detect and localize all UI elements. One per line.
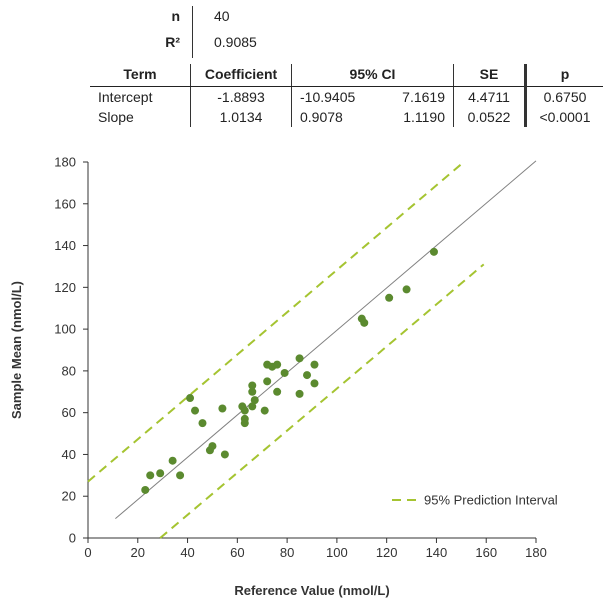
cell-term: Intercept — [98, 89, 153, 105]
cell-ci-low: 0.9078 — [291, 107, 381, 127]
data-point — [220, 450, 229, 459]
data-point — [176, 471, 185, 480]
x-tick-label: 80 — [280, 545, 294, 560]
n-value: 40 — [214, 8, 230, 24]
fit-line-group — [115, 160, 537, 520]
coefficient-table: Term Coefficient 95% CI SE p Intercept -… — [90, 64, 603, 127]
data-point — [280, 368, 289, 377]
scatter-chart: 0 20 40 60 80 100 120 140 160 180 0 20 40 60 80 100 120 1… — [9, 155, 558, 599]
y-tick-label: 100 — [54, 322, 76, 337]
header-p: p — [524, 64, 603, 87]
y-tick-label: 120 — [54, 280, 76, 295]
data-point — [295, 389, 304, 398]
data-point — [248, 387, 257, 396]
data-point — [186, 394, 195, 403]
x-tick-label: 120 — [376, 545, 398, 560]
cell-term: Slope — [98, 109, 134, 125]
y-tick-label: 160 — [54, 196, 76, 211]
data-point — [250, 396, 259, 405]
x-tick-label: 0 — [84, 545, 91, 560]
data-point — [156, 469, 165, 478]
cell-coef: 1.0134 — [190, 107, 292, 127]
data-point — [273, 360, 282, 369]
n-label: n — [171, 8, 180, 24]
data-point — [310, 379, 319, 388]
prediction-interval-lines — [87, 161, 485, 539]
header-se: SE — [453, 64, 526, 87]
cell-ci-high: 7.1619 — [402, 89, 445, 105]
y-tick-label: 60 — [62, 405, 76, 420]
data-point — [295, 354, 304, 363]
x-axis-label: Reference Value (nmol/L) — [234, 583, 389, 598]
x-tick-label: 40 — [180, 545, 194, 560]
table-row: Slope 1.0134 0.9078 1.1190 0.0522 <0.000… — [90, 107, 603, 127]
y-axis-label: Sample Mean (nmol/L) — [9, 281, 24, 419]
cell-p: <0.0001 — [524, 107, 603, 127]
axes: 0 20 40 60 80 100 120 140 160 180 0 20 40 60 80 100 120 1… — [54, 155, 547, 561]
data-point — [218, 404, 227, 413]
data-point — [360, 318, 369, 327]
data-point — [429, 247, 438, 256]
data-point — [141, 485, 150, 494]
table-row: Intercept -1.8893 -10.9405 7.1619 4.4711… — [90, 86, 603, 107]
r2-value: 0.9085 — [214, 34, 257, 50]
data-point — [208, 442, 217, 451]
y-tick-label: 40 — [62, 447, 76, 462]
data-point — [248, 381, 257, 390]
data-point — [402, 285, 411, 294]
prediction-interval-lower — [159, 263, 485, 539]
header-ci: 95% CI — [291, 64, 454, 87]
data-point — [191, 406, 200, 415]
header-coefficient: Coefficient — [190, 64, 292, 87]
x-tick-label: 160 — [475, 545, 497, 560]
header-term: Term — [90, 64, 191, 87]
data-point — [198, 419, 207, 428]
y-tick-label: 180 — [54, 155, 76, 170]
cell-ci-low: -10.9405 — [291, 86, 381, 107]
r2-label: R² — [165, 34, 180, 50]
data-point — [168, 456, 177, 465]
data-point — [273, 387, 282, 396]
table-header-row: Term Coefficient 95% CI SE p — [90, 64, 603, 87]
y-tick-label: 80 — [62, 363, 76, 378]
x-tick-label: 140 — [426, 545, 448, 560]
fit-line — [115, 160, 537, 520]
stats-divider — [192, 6, 193, 58]
data-point — [260, 406, 269, 415]
data-point — [248, 402, 257, 411]
x-tick-label: 60 — [230, 545, 244, 560]
data-point — [303, 371, 312, 380]
y-tick-label: 0 — [69, 531, 76, 546]
data-points — [141, 247, 438, 494]
legend-label: 95% Prediction Interval — [424, 493, 558, 508]
data-point — [240, 419, 249, 428]
cell-se: 0.0522 — [453, 107, 526, 127]
cell-se: 4.4711 — [453, 86, 526, 107]
data-point — [385, 293, 394, 302]
prediction-interval-upper — [87, 161, 465, 483]
data-point — [310, 360, 319, 369]
data-point — [263, 377, 272, 386]
cell-p: 0.6750 — [524, 86, 603, 107]
data-point — [240, 406, 249, 415]
x-tick-label: 180 — [525, 545, 547, 560]
cell-ci-high: 1.1190 — [403, 109, 445, 125]
y-tick-label: 140 — [54, 238, 76, 253]
legend: 95% Prediction Interval — [392, 493, 558, 508]
y-tick-label: 20 — [62, 489, 76, 504]
data-point — [146, 471, 155, 480]
x-tick-label: 100 — [326, 545, 348, 560]
x-tick-label: 20 — [131, 545, 145, 560]
cell-coef: -1.8893 — [190, 86, 292, 107]
